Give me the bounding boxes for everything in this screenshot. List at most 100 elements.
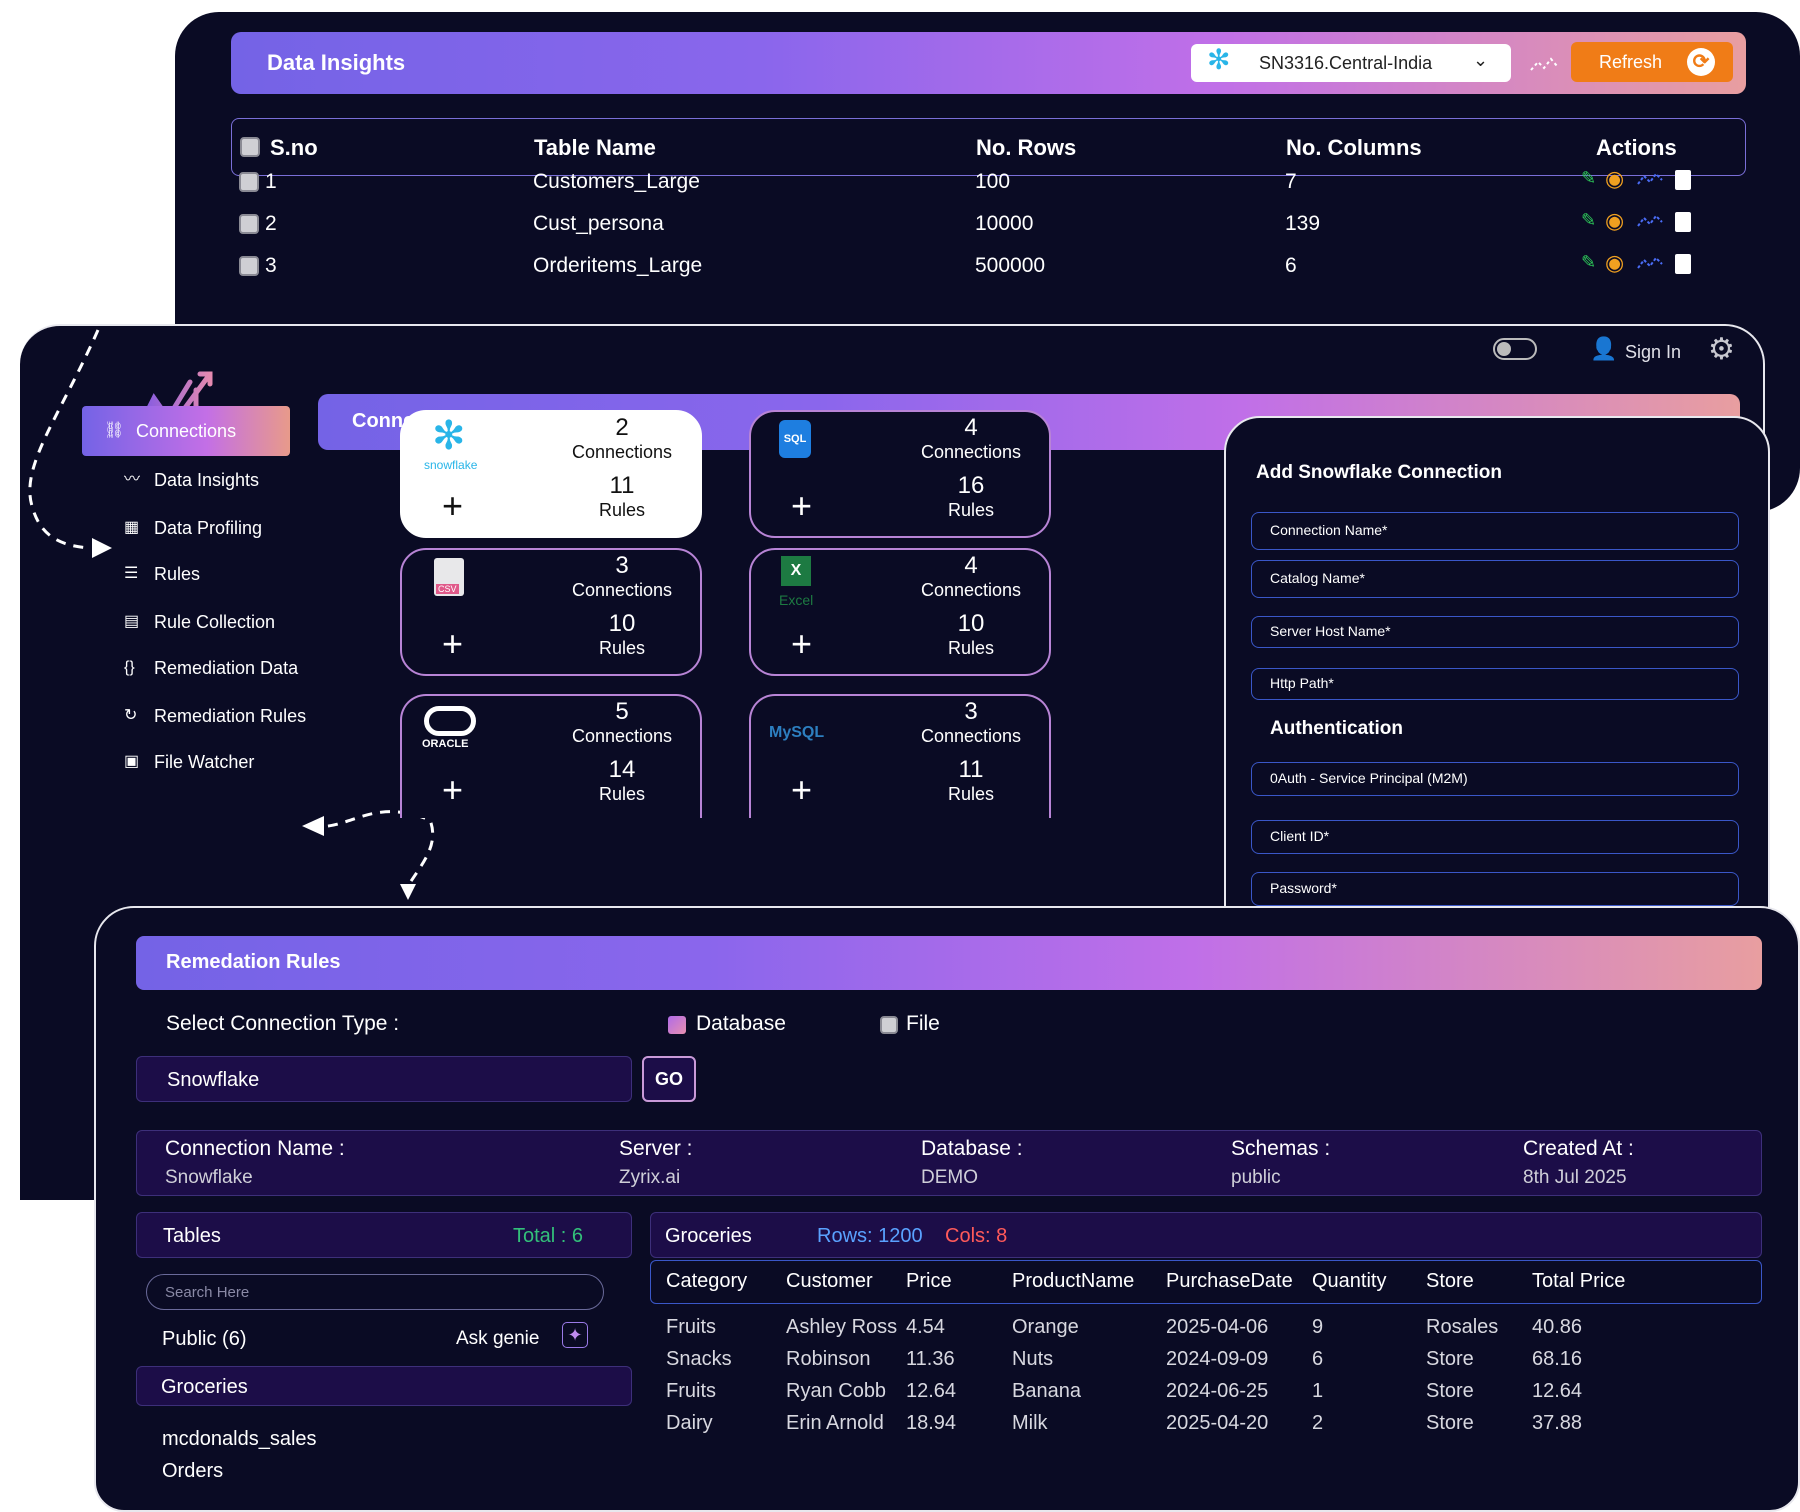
- catalog-name-input[interactable]: Catalog Name*: [1251, 560, 1739, 598]
- trend-icon[interactable]: [1637, 256, 1663, 270]
- sidebar-item-rules[interactable]: rules-icon ☰ Rules: [100, 546, 350, 602]
- add-connection-button[interactable]: +: [442, 623, 464, 664]
- table-search-input[interactable]: Search Here: [146, 1274, 604, 1310]
- database-checkbox[interactable]: [668, 1016, 686, 1034]
- client-id-input[interactable]: Client ID*: [1251, 820, 1739, 854]
- trend-icon[interactable]: [1637, 172, 1663, 186]
- sign-in-link[interactable]: Sign In: [1625, 342, 1682, 362]
- database-label: Database :: [921, 1137, 1023, 1160]
- schemas-value: public: [1231, 1167, 1281, 1188]
- grid-cell: Fruits: [666, 1380, 716, 1402]
- auth-method-select[interactable]: 0Auth - Service Principal (M2M): [1251, 762, 1739, 796]
- row-sno: 3: [265, 254, 277, 277]
- grid-col-header[interactable]: ProductName: [1012, 1270, 1135, 1292]
- http-path-input[interactable]: Http Path*: [1251, 668, 1739, 700]
- select-all-checkbox[interactable]: [240, 137, 260, 157]
- view-icon[interactable]: ◉: [1605, 208, 1625, 233]
- table-details-icon[interactable]: [1675, 254, 1691, 274]
- server-value: Zyrix.ai: [619, 1167, 681, 1188]
- table-details-icon[interactable]: [1675, 170, 1691, 190]
- grid-col-header[interactable]: Price: [906, 1270, 952, 1292]
- grid-col-header[interactable]: Quantity: [1312, 1270, 1387, 1292]
- connections-label: Connections: [920, 580, 1022, 600]
- trend-icon[interactable]: [1529, 54, 1559, 74]
- grid-col-header[interactable]: PurchaseDate: [1166, 1270, 1293, 1292]
- row-checkbox[interactable]: [239, 256, 259, 276]
- settings-gear-icon[interactable]: ⚙: [1708, 333, 1735, 366]
- row-table-name: Customers_Large: [533, 170, 700, 193]
- connection-name-input[interactable]: Connection Name*: [1251, 512, 1739, 550]
- sidebar-item-remediation-data[interactable]: braces-icon {} Remediation Data: [100, 640, 350, 696]
- connection-select-value: SN3316.Central-India: [1259, 53, 1433, 73]
- database-option[interactable]: Database: [696, 1012, 786, 1035]
- file-option[interactable]: File: [906, 1012, 940, 1035]
- add-connection-button[interactable]: +: [442, 769, 464, 810]
- add-connection-button[interactable]: +: [791, 623, 813, 664]
- sparkle-icon[interactable]: ✦: [562, 1322, 588, 1348]
- ask-genie-button[interactable]: Ask genie: [456, 1328, 540, 1349]
- grid-cell: Erin Arnold: [786, 1412, 884, 1434]
- grid-cell: Robinson: [786, 1348, 871, 1370]
- public-schema-label[interactable]: Public (6): [162, 1328, 247, 1350]
- sidebar-item-connections[interactable]: link-icon ⛓ Connections: [82, 406, 290, 456]
- csv-logo-icon: CSV: [402, 550, 502, 620]
- refresh-label: Refresh: [1599, 52, 1663, 72]
- grid-col-header[interactable]: Store: [1426, 1270, 1474, 1292]
- connection-card-mysql[interactable]: MySQL 3 Connections 11 Rules +: [749, 694, 1051, 818]
- table-list-item[interactable]: Groceries: [136, 1366, 632, 1406]
- add-connection-button[interactable]: +: [791, 485, 813, 526]
- connection-card-excel[interactable]: X Excel 4 Connections 10 Rules +: [749, 548, 1051, 676]
- sidebar-item-data-profiling[interactable]: chart-icon ▦ Data Profiling: [100, 500, 350, 556]
- view-icon[interactable]: ◉: [1605, 166, 1625, 191]
- sidebar-item-remediation-rules[interactable]: refresh-gear-icon ↻ Remediation Rules: [100, 688, 350, 744]
- edit-icon[interactable]: ✎: [1581, 210, 1597, 230]
- rules-count: 16: [957, 472, 985, 499]
- grid-cell: 11.36: [906, 1348, 955, 1370]
- table-list-item[interactable]: mcdonalds_sales: [162, 1428, 317, 1450]
- sidebar-item-label: Data Profiling: [154, 518, 263, 538]
- add-connection-button[interactable]: +: [442, 485, 464, 526]
- connection-card-oracle[interactable]: ORACLE 5 Connections 14 Rules +: [400, 694, 702, 818]
- rules-label: Rules: [598, 500, 646, 520]
- connection-card-csv[interactable]: CSV 3 Connections 10 Rules +: [400, 548, 702, 676]
- server-host-input[interactable]: Server Host Name*: [1251, 616, 1739, 648]
- go-button[interactable]: GO: [642, 1056, 696, 1102]
- connection-select[interactable]: ✻ SN3316.Central-India ⌄: [1191, 44, 1511, 82]
- conn-name-label: Connection Name :: [165, 1137, 345, 1160]
- rules-label: Rules: [947, 784, 995, 804]
- grid-col-header[interactable]: Total Price: [1532, 1270, 1626, 1292]
- sidebar-item-file-watcher[interactable]: file-search-icon ▣ File Watcher: [100, 734, 350, 790]
- sidebar-item-data-insights[interactable]: trend-icon 〰 Data Insights: [100, 452, 350, 508]
- source-select[interactable]: Snowflake: [136, 1056, 632, 1102]
- grid-cell: Nuts: [1012, 1348, 1054, 1370]
- table-details-icon[interactable]: [1675, 212, 1691, 232]
- col-columns: No. Columns: [1286, 135, 1422, 160]
- row-table-name: Orderitems_Large: [533, 254, 703, 277]
- trend-icon[interactable]: [1637, 214, 1663, 228]
- grid-col-header[interactable]: Customer: [786, 1270, 873, 1292]
- sidebar-item-label: Rules: [154, 564, 201, 584]
- file-checkbox[interactable]: [880, 1016, 898, 1034]
- sidebar-item-rule-collection[interactable]: collection-icon ▤ Rule Collection: [100, 594, 350, 650]
- add-connection-button[interactable]: +: [791, 769, 813, 810]
- brand-text: MySQL: [769, 724, 825, 741]
- row-rows: 500000: [975, 254, 1046, 277]
- password-input[interactable]: Password*: [1251, 872, 1739, 906]
- refresh-button[interactable]: Refresh ⟳: [1571, 42, 1733, 82]
- table-list-item[interactable]: Orders: [162, 1460, 224, 1482]
- edit-icon[interactable]: ✎: [1581, 168, 1597, 188]
- connection-card-snowflake[interactable]: ✻ snowflake 2 Connections 11 Rules +: [400, 410, 702, 538]
- grid-col-header[interactable]: Category: [666, 1270, 748, 1292]
- go-label: GO: [654, 1069, 683, 1089]
- connection-card-sql[interactable]: SQL 4 Connections 16 Rules +: [749, 410, 1051, 538]
- edit-icon[interactable]: ✎: [1581, 252, 1597, 272]
- sidebar-item-label: Data Insights: [154, 470, 260, 490]
- row-checkbox[interactable]: [239, 214, 259, 234]
- theme-toggle[interactable]: [1493, 338, 1537, 360]
- rules-icon-glyph: ☰: [124, 565, 139, 582]
- connection-info-bar: Connection Name : Snowflake Server : Zyr…: [136, 1130, 1762, 1196]
- row-table-name: Cust_persona: [533, 212, 664, 235]
- snowflake-icon: ✻: [1207, 44, 1231, 75]
- view-icon[interactable]: ◉: [1605, 250, 1625, 275]
- row-checkbox[interactable]: [239, 172, 259, 192]
